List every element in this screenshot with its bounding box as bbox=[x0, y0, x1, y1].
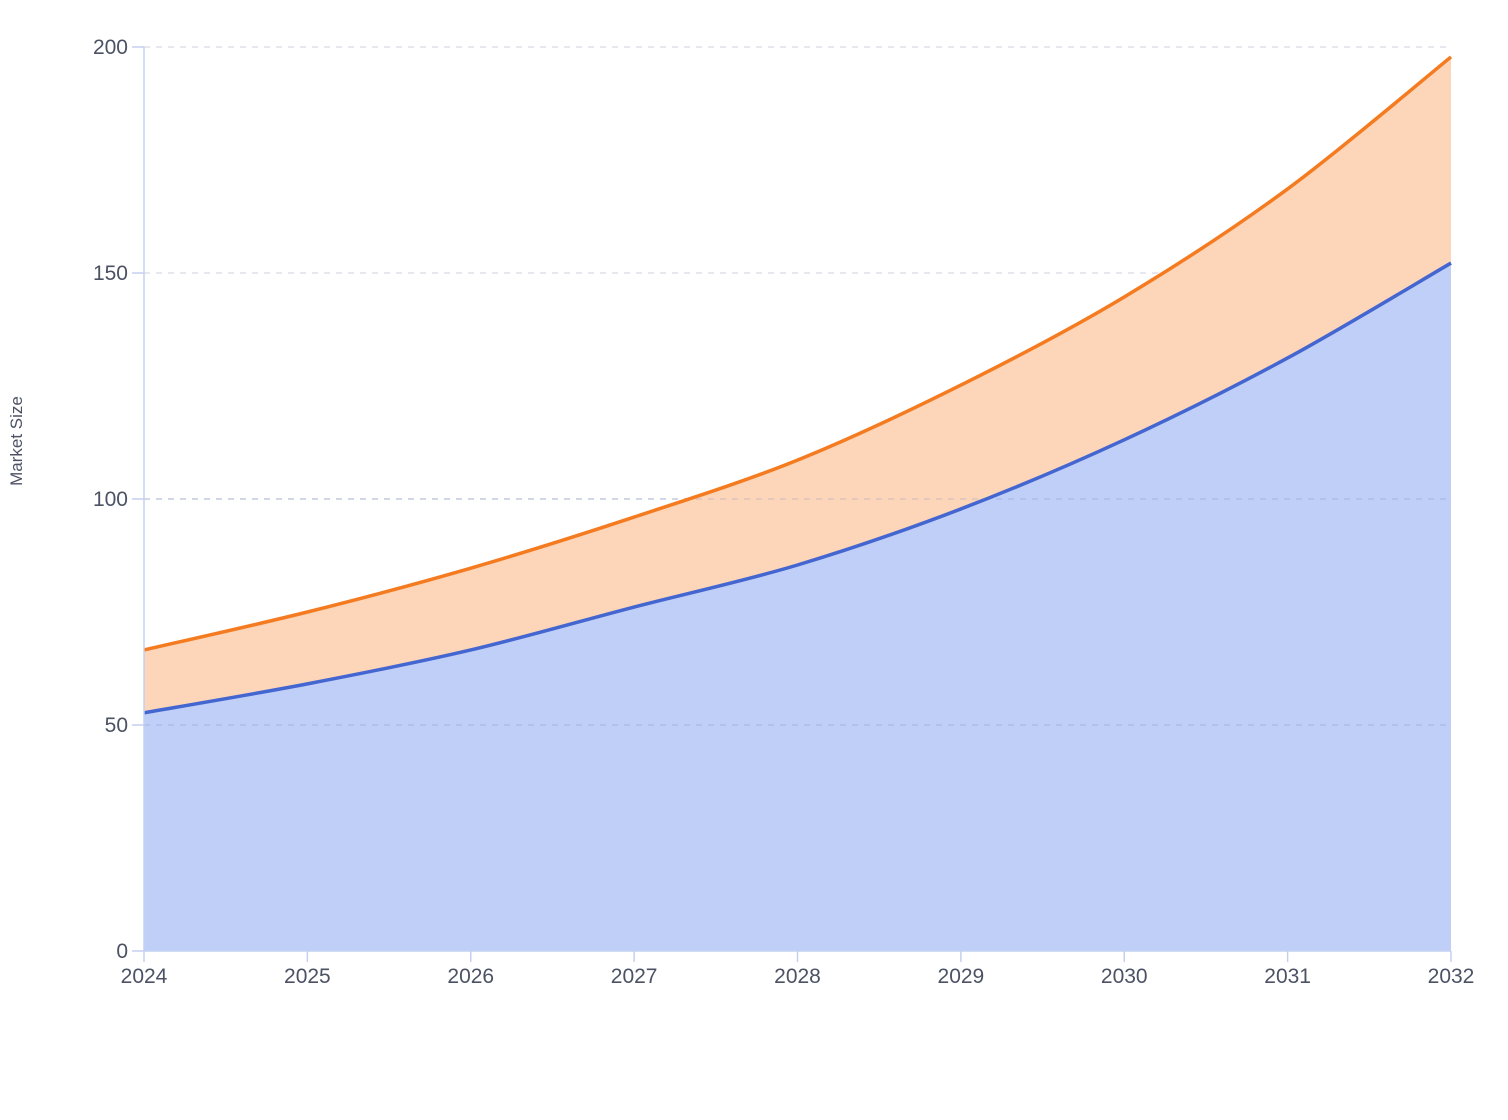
y-tick-label: 200 bbox=[93, 36, 128, 59]
x-tick-label: 2031 bbox=[1264, 965, 1311, 988]
y-tick-label: 50 bbox=[105, 714, 128, 737]
x-tick-label: 2026 bbox=[447, 965, 494, 988]
axes: 0 50 100 150 200 2024 2025 2026 2027 2028 2029 2030… bbox=[93, 36, 1474, 988]
x-tick-label: 2025 bbox=[284, 965, 331, 988]
x-tick-label: 2024 bbox=[121, 965, 168, 988]
y-tick-label: 150 bbox=[93, 262, 128, 285]
y-axis-title: Market Size bbox=[7, 396, 26, 486]
area-series bbox=[143, 55, 1453, 951]
y-tick-label: 0 bbox=[116, 940, 128, 963]
area-fill-series-1 bbox=[144, 263, 1451, 951]
x-tick-label: 2028 bbox=[774, 965, 821, 988]
series-line-series-2 bbox=[143, 55, 1453, 652]
x-tick-label: 2030 bbox=[1101, 965, 1148, 988]
series-line-series-1 bbox=[143, 261, 1452, 715]
x-tick-label: 2032 bbox=[1428, 965, 1475, 988]
x-tick-label: 2029 bbox=[938, 965, 985, 988]
y-tick-label: 100 bbox=[93, 488, 128, 511]
area-fill-series-2 bbox=[144, 56, 1451, 713]
x-tick-label: 2027 bbox=[611, 965, 658, 988]
